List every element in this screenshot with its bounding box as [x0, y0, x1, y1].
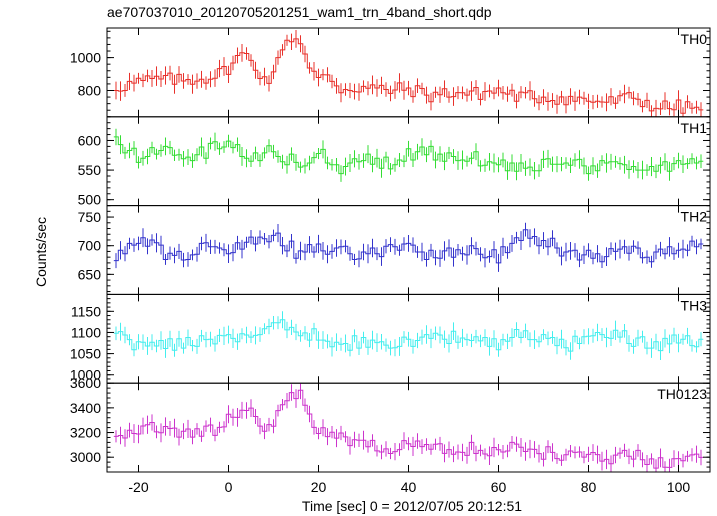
y-tick-label: 3200 [70, 425, 101, 441]
y-tick-label: 3000 [70, 449, 101, 465]
y-tick-label: 1150 [71, 303, 101, 319]
y-axis-label: Counts/sec [33, 217, 49, 287]
x-tick-label: -20 [128, 479, 148, 495]
panel-data-th0 [113, 30, 704, 117]
y-tick-label: 1100 [71, 324, 101, 340]
x-axis-label: Time [sec] 0 = 2012/07/05 20:12:51 [302, 498, 522, 514]
panel-th2: 650 700 750 TH2 [78, 205, 711, 295]
band-label-th2: TH2 [681, 209, 708, 225]
y-tick-label: 700 [78, 238, 102, 254]
y-tick-label: 1050 [70, 346, 101, 362]
x-tick-label: 60 [491, 479, 507, 495]
y-tick-label: 1000 [70, 50, 101, 66]
y-tick-label: 800 [78, 82, 102, 98]
panel-th1: 500 550 600 TH1 [78, 116, 711, 208]
y-tick-label: 3400 [70, 400, 101, 416]
band-label-th0: TH0 [681, 31, 708, 47]
panel-data-th1 [113, 128, 704, 182]
y-tick-label: 3600 [70, 375, 101, 391]
panel-th0123: 3000 3200 3400 3600 TH0123 [70, 375, 711, 473]
light-curve-th0 [113, 38, 704, 114]
y-tick-label: 600 [78, 132, 102, 148]
chart-title: ae707037010_20120705201251_wam1_trn_4ban… [107, 4, 492, 20]
light-curve-th0123 [113, 389, 704, 469]
y-tick-label: 550 [78, 162, 102, 178]
x-tick-label: 20 [311, 479, 327, 495]
panel-frame [106, 27, 711, 118]
panel-data-th3 [113, 311, 704, 360]
panel-th3: 1000 1050 1100 1150 TH3 [70, 293, 711, 384]
panel-data-th2 [113, 222, 704, 272]
panel-th0: 800 1000 TH0 [70, 27, 711, 118]
band-label-th0123: TH0123 [657, 386, 707, 402]
band-label-th1: TH1 [681, 120, 708, 136]
light-curve-th1 [113, 136, 704, 175]
x-tick-label: 100 [667, 479, 691, 495]
x-tick-label: 40 [401, 479, 417, 495]
y-tick-label: 750 [78, 209, 102, 225]
x-tick-label: 0 [225, 479, 233, 495]
light-curve-th3 [113, 319, 704, 352]
x-tick-label: 80 [581, 479, 597, 495]
panel-data-th0123 [113, 383, 704, 473]
y-tick-label: 1000 [70, 367, 101, 383]
light-curve-th2 [113, 229, 704, 264]
band-label-th3: TH3 [681, 297, 708, 313]
y-tick-label: 650 [78, 266, 102, 282]
y-tick-label: 500 [78, 192, 102, 208]
